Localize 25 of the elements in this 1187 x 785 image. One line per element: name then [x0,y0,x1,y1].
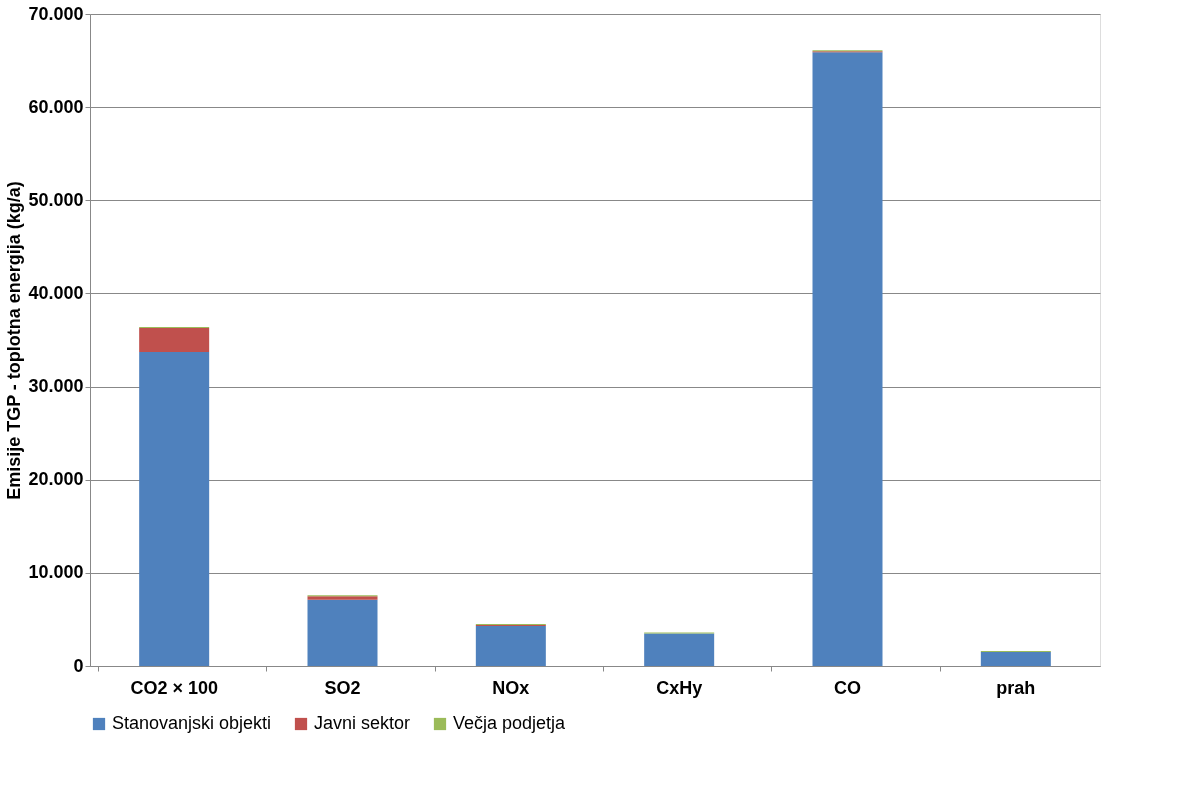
bar [475,625,546,666]
x-tick-label: prah [996,677,1036,698]
x-tick-label: CxHy [656,677,703,698]
x-tick-label: CO [834,677,861,698]
bar [812,52,883,666]
y-tick-label: 50.000 [28,189,84,210]
y-tick-label: 10.000 [28,562,84,583]
bar [139,352,210,666]
bar [307,599,378,666]
y-tick-label: 60.000 [28,96,84,117]
y-axis-title: Emisije TGP - toplotna energija (kg/a) [4,181,25,500]
x-tick-label: SO2 [324,677,361,698]
x-tick-label: CO2 × 100 [130,677,218,698]
y-tick-label: 20.000 [28,469,84,490]
bar [139,327,210,353]
x-tick-label: NOx [492,677,530,698]
bar [980,652,1051,666]
legend-label: Stanovanjski objekti [112,713,272,733]
y-tick-label: 70.000 [28,3,84,24]
legend-label: Večja podjetja [453,713,567,733]
y-tick-label: 0 [73,655,84,676]
legend-label: Javni sektor [314,713,411,733]
bar [644,633,715,666]
y-tick-label: 40.000 [28,282,84,303]
y-tick-label: 30.000 [28,376,84,397]
